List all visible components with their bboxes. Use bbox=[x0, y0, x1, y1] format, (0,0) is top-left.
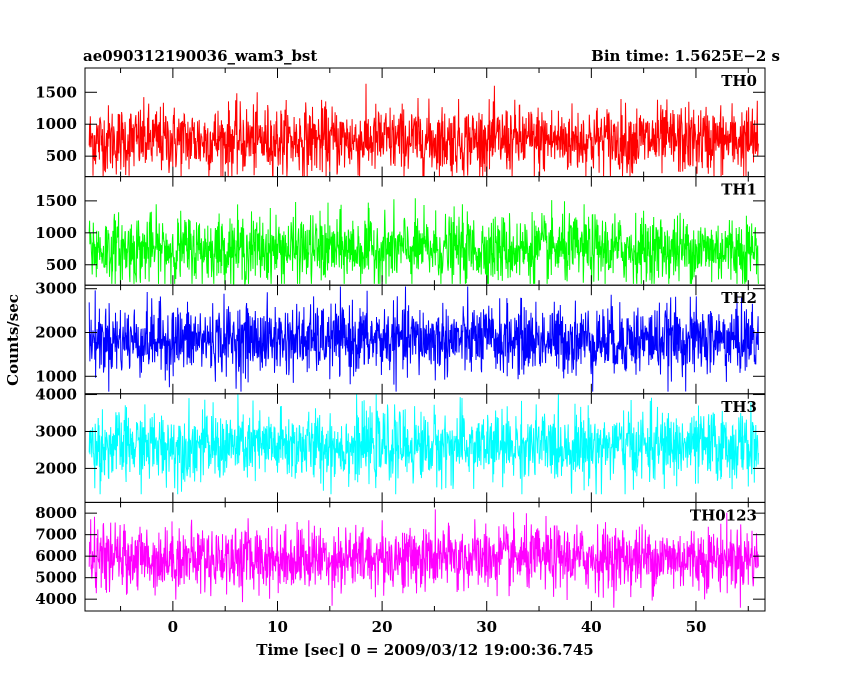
y-tick-label: 3000 bbox=[35, 423, 77, 441]
y-axis-label: Counts/sec bbox=[4, 294, 22, 386]
panel-label-th3: TH3 bbox=[721, 398, 757, 416]
x-tick-label: 10 bbox=[267, 618, 288, 636]
panel-frame-th0123 bbox=[84, 501, 766, 612]
panel-label-th1: TH1 bbox=[721, 181, 757, 199]
x-tick-label: 20 bbox=[372, 618, 393, 636]
y-tick-label: 1000 bbox=[35, 367, 77, 385]
panels-group: 50010001500TH050010001500TH1100020003000… bbox=[35, 67, 766, 636]
y-tick-label: 3000 bbox=[35, 280, 77, 298]
y-tick-label: 500 bbox=[46, 256, 77, 274]
x-tick-label: 0 bbox=[168, 618, 178, 636]
y-tick-label: 1500 bbox=[35, 192, 77, 210]
y-tick-label: 7000 bbox=[35, 526, 77, 544]
x-tick-label: 40 bbox=[581, 618, 602, 636]
y-tick-label: 2000 bbox=[35, 324, 77, 342]
panel-label-th0: TH0 bbox=[721, 72, 757, 90]
y-tick-label: 8000 bbox=[35, 504, 77, 522]
series-line-th1 bbox=[88, 198, 759, 285]
y-tick-label: 500 bbox=[46, 147, 77, 165]
x-axis-label: Time [sec] 0 = 2009/03/12 19:00:36.745 bbox=[256, 641, 593, 659]
y-tick-label: 2000 bbox=[35, 459, 77, 477]
y-tick-label: 6000 bbox=[35, 547, 77, 565]
x-tick-label: 30 bbox=[476, 618, 497, 636]
y-tick-label: 1000 bbox=[35, 224, 77, 242]
x-tick-label: 50 bbox=[686, 618, 707, 636]
y-tick-label: 4000 bbox=[35, 386, 77, 404]
chart-title: ae090312190036_wam3_bst bbox=[83, 47, 317, 65]
series-line-th3 bbox=[88, 394, 759, 495]
series-line-th2 bbox=[88, 286, 759, 392]
series-line-th0 bbox=[88, 83, 759, 177]
y-tick-label: 1500 bbox=[35, 83, 77, 101]
bin-time-label: Bin time: 1.5625E−2 s bbox=[591, 47, 780, 65]
series-line-th0123 bbox=[88, 509, 759, 608]
y-tick-label: 5000 bbox=[35, 569, 77, 587]
y-tick-label: 4000 bbox=[35, 590, 77, 608]
panel-label-th0123: TH0123 bbox=[690, 506, 757, 524]
y-tick-label: 1000 bbox=[35, 115, 77, 133]
panel-label-th2: TH2 bbox=[721, 289, 757, 307]
